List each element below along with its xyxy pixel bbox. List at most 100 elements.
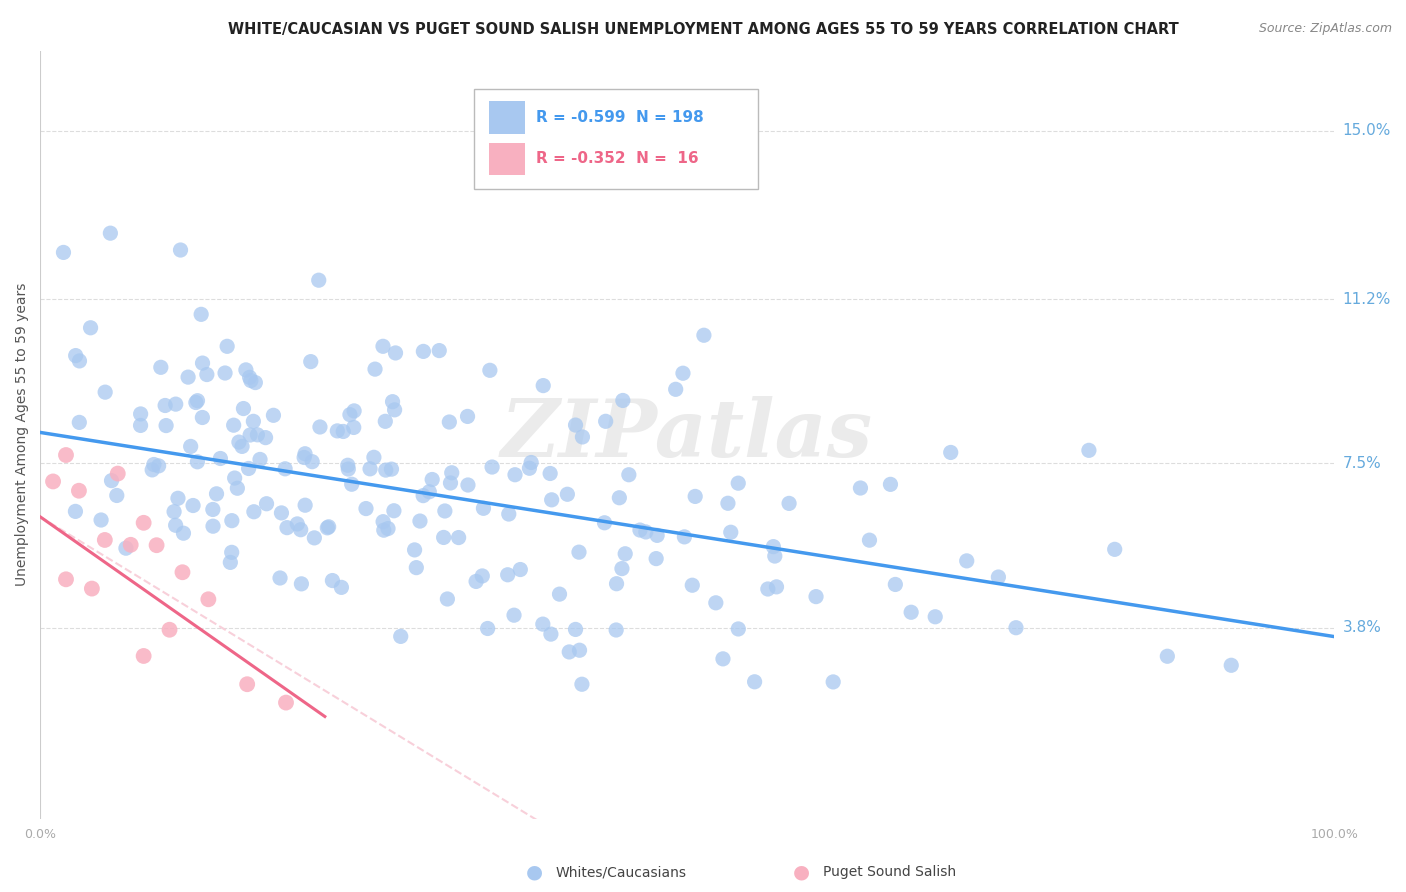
Text: 3.8%: 3.8%: [1343, 620, 1382, 635]
Point: [673, 530, 696, 544]
Point: [129, 407, 152, 421]
Point: [169, 243, 191, 257]
Point: [294, 447, 316, 461]
Point: [270, 506, 292, 520]
Y-axis label: Unemployment Among Ages 55 to 59 years: Unemployment Among Ages 55 to 59 years: [15, 283, 30, 586]
Point: [762, 540, 785, 554]
Point: [228, 435, 250, 450]
Point: [558, 645, 581, 659]
Point: [55, 448, 77, 462]
Point: [433, 504, 456, 518]
Point: [374, 414, 396, 428]
Point: [564, 418, 586, 433]
Point: [107, 467, 129, 481]
Point: [321, 574, 343, 588]
Point: [540, 627, 562, 641]
Point: [186, 393, 208, 408]
Text: ●: ●: [526, 863, 543, 882]
Point: [132, 516, 155, 530]
Point: [363, 450, 385, 465]
Point: [804, 590, 827, 604]
Point: [472, 501, 495, 516]
Point: [849, 481, 872, 495]
Point: [744, 674, 766, 689]
Point: [181, 499, 204, 513]
Point: [274, 696, 297, 710]
Point: [142, 458, 165, 472]
Point: [900, 605, 922, 619]
Point: [149, 360, 172, 375]
Point: [129, 418, 152, 433]
Point: [337, 462, 360, 476]
Point: [262, 409, 284, 423]
Point: [371, 515, 394, 529]
Point: [763, 549, 786, 563]
Point: [299, 354, 322, 368]
Point: [336, 458, 359, 473]
Point: [478, 363, 501, 377]
Point: [290, 577, 312, 591]
Point: [339, 408, 361, 422]
Point: [672, 366, 695, 380]
Point: [145, 538, 167, 552]
Point: [409, 514, 432, 528]
Point: [239, 428, 262, 442]
Point: [326, 424, 349, 438]
Bar: [489, 143, 526, 175]
Point: [1156, 649, 1178, 664]
Point: [354, 501, 377, 516]
Point: [606, 576, 628, 591]
Point: [246, 427, 269, 442]
Point: [531, 378, 554, 392]
Point: [343, 404, 366, 418]
Text: ●: ●: [793, 863, 810, 882]
Point: [221, 545, 243, 559]
Point: [503, 467, 526, 482]
Point: [645, 551, 668, 566]
Text: Whites/Caucasians: Whites/Caucasians: [555, 865, 686, 880]
Point: [404, 542, 426, 557]
Point: [380, 462, 402, 476]
Point: [231, 439, 253, 453]
Point: [65, 349, 87, 363]
Point: [557, 487, 579, 501]
Point: [100, 474, 122, 488]
Point: [67, 483, 90, 498]
Point: [330, 580, 353, 594]
Point: [389, 629, 412, 643]
Point: [879, 477, 901, 491]
Point: [382, 504, 405, 518]
Point: [610, 561, 633, 575]
Point: [593, 516, 616, 530]
Point: [1077, 443, 1099, 458]
Point: [727, 622, 749, 636]
Point: [132, 648, 155, 663]
Point: [94, 533, 117, 547]
Point: [205, 487, 228, 501]
Point: [374, 463, 396, 477]
Text: ZIPatlas: ZIPatlas: [501, 396, 873, 474]
Point: [720, 525, 742, 540]
Bar: [489, 102, 526, 134]
Point: [987, 570, 1010, 584]
Point: [412, 489, 434, 503]
Point: [269, 571, 291, 585]
Point: [343, 420, 366, 434]
Point: [538, 467, 561, 481]
Point: [65, 504, 87, 518]
Point: [568, 643, 591, 657]
Point: [79, 320, 101, 334]
Point: [477, 622, 499, 636]
Point: [634, 524, 657, 539]
Point: [481, 460, 503, 475]
Point: [195, 368, 218, 382]
Point: [498, 507, 520, 521]
Point: [727, 476, 749, 491]
Point: [471, 569, 494, 583]
Point: [628, 523, 651, 537]
Point: [564, 623, 586, 637]
Point: [256, 497, 278, 511]
Text: Source: ZipAtlas.com: Source: ZipAtlas.com: [1258, 22, 1392, 36]
Point: [245, 376, 267, 390]
Point: [290, 523, 312, 537]
